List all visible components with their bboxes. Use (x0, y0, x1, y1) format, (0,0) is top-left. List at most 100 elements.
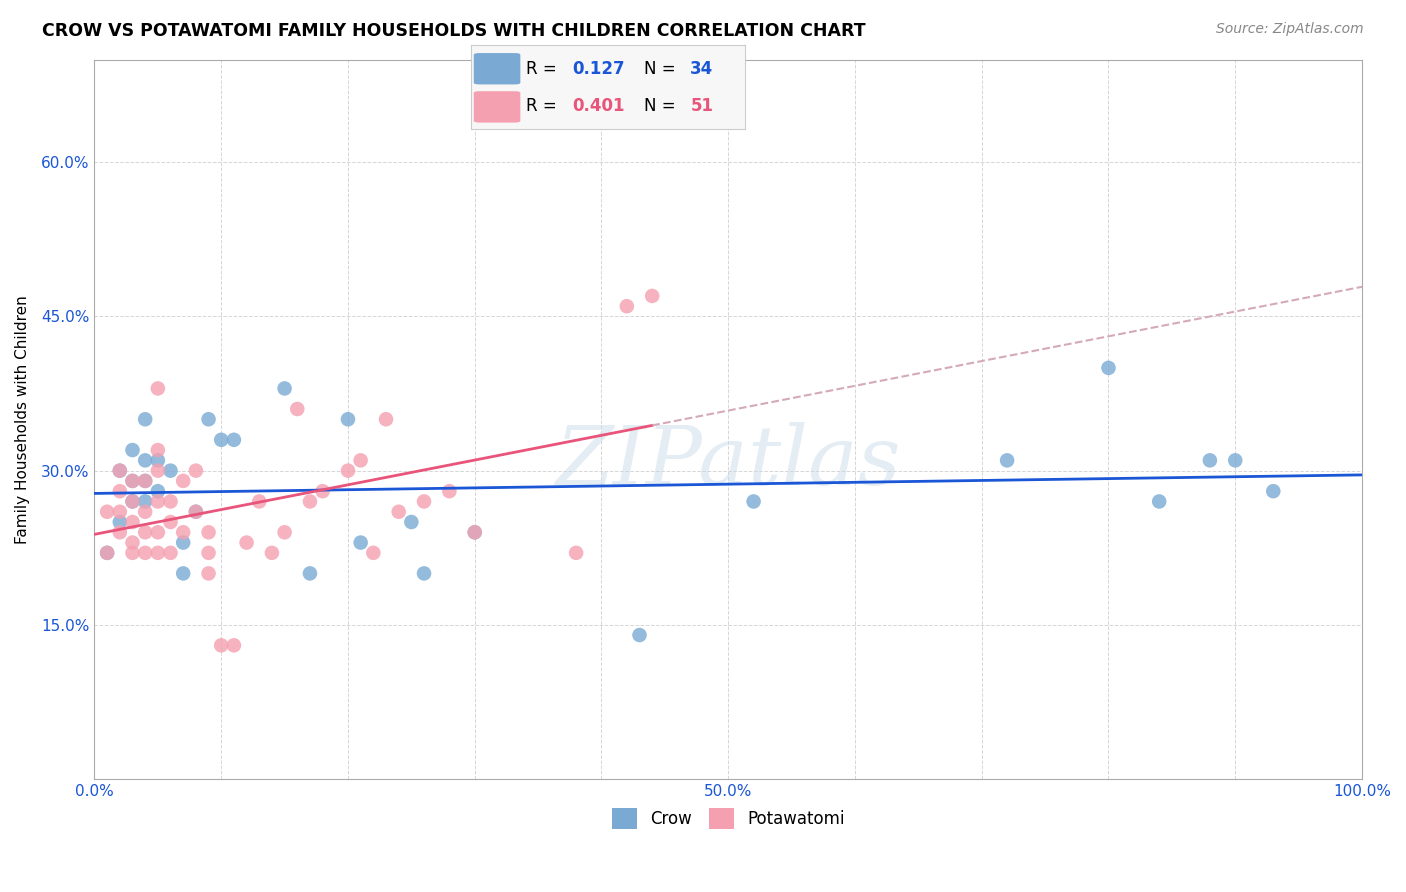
Legend: Crow, Potawatomi: Crow, Potawatomi (605, 802, 851, 835)
Point (184, 505, 207, 519)
Point (184, 505, 207, 519)
Text: Source: ZipAtlas.com: Source: ZipAtlas.com (1216, 22, 1364, 37)
Point (401, 515, 423, 529)
Point (146, 484, 169, 499)
Text: 0.127: 0.127 (572, 60, 626, 78)
Point (134, 474, 156, 488)
Point (134, 412, 156, 426)
Point (134, 546, 156, 560)
Point (108, 464, 131, 478)
Point (121, 515, 143, 529)
Point (146, 464, 169, 478)
Point (375, 412, 398, 426)
Text: 0.401: 0.401 (572, 97, 624, 115)
Point (108, 505, 131, 519)
Point (197, 525, 219, 540)
Point (96, 546, 118, 560)
Point (146, 443, 169, 458)
Point (146, 381, 169, 395)
Point (311, 484, 333, 499)
Point (336, 464, 359, 478)
Point (641, 289, 664, 303)
Text: CROW VS POTAWATOMI FAMILY HOUSEHOLDS WITH CHILDREN CORRELATION CHART: CROW VS POTAWATOMI FAMILY HOUSEHOLDS WIT… (42, 22, 866, 40)
Point (121, 494, 143, 508)
Point (628, 628, 651, 642)
Point (1225, 453, 1247, 467)
Point (273, 525, 295, 540)
Text: 51: 51 (690, 97, 713, 115)
Point (1199, 453, 1222, 467)
Text: N =: N = (644, 97, 681, 115)
Point (134, 494, 156, 508)
Point (184, 464, 207, 478)
Text: N =: N = (644, 60, 681, 78)
Point (134, 474, 156, 488)
Point (121, 474, 143, 488)
Point (197, 546, 219, 560)
Point (350, 453, 373, 467)
Point (146, 546, 169, 560)
Point (197, 412, 219, 426)
Point (209, 638, 232, 652)
Point (121, 535, 143, 549)
Point (172, 525, 194, 540)
Point (172, 566, 194, 581)
Point (439, 484, 461, 499)
Point (159, 494, 181, 508)
Point (222, 638, 245, 652)
Point (121, 443, 143, 458)
Point (298, 566, 321, 581)
Point (134, 525, 156, 540)
Point (565, 546, 588, 560)
Point (159, 515, 181, 529)
Point (159, 464, 181, 478)
Point (995, 453, 1018, 467)
Point (134, 505, 156, 519)
Point (108, 525, 131, 540)
Point (146, 494, 169, 508)
Point (134, 453, 156, 467)
Point (96, 505, 118, 519)
Point (285, 402, 308, 417)
Point (108, 484, 131, 499)
Point (1147, 494, 1170, 508)
Point (464, 525, 486, 540)
Point (209, 433, 232, 447)
Point (108, 515, 131, 529)
Text: 34: 34 (690, 60, 714, 78)
Point (413, 494, 436, 508)
Point (172, 535, 194, 549)
Y-axis label: Family Households with Children: Family Households with Children (15, 295, 30, 543)
Point (363, 546, 385, 560)
Point (413, 566, 436, 581)
FancyBboxPatch shape (474, 54, 520, 85)
Point (121, 494, 143, 508)
Point (197, 566, 219, 581)
Point (742, 494, 765, 508)
FancyBboxPatch shape (474, 91, 520, 122)
Point (108, 464, 131, 478)
Point (121, 474, 143, 488)
Point (616, 299, 638, 313)
Point (350, 535, 373, 549)
Text: R =: R = (526, 97, 562, 115)
Point (121, 546, 143, 560)
Point (159, 546, 181, 560)
Point (146, 525, 169, 540)
Text: ZIPatlas: ZIPatlas (555, 423, 901, 502)
Point (172, 474, 194, 488)
Point (235, 535, 257, 549)
Point (336, 412, 359, 426)
Point (247, 494, 270, 508)
Point (298, 494, 321, 508)
Point (464, 525, 486, 540)
Point (1097, 360, 1119, 375)
Point (146, 453, 169, 467)
Point (273, 381, 295, 395)
Point (1263, 484, 1285, 499)
Point (96, 546, 118, 560)
Point (222, 433, 245, 447)
Text: R =: R = (526, 60, 562, 78)
Point (260, 546, 283, 560)
Point (388, 505, 411, 519)
